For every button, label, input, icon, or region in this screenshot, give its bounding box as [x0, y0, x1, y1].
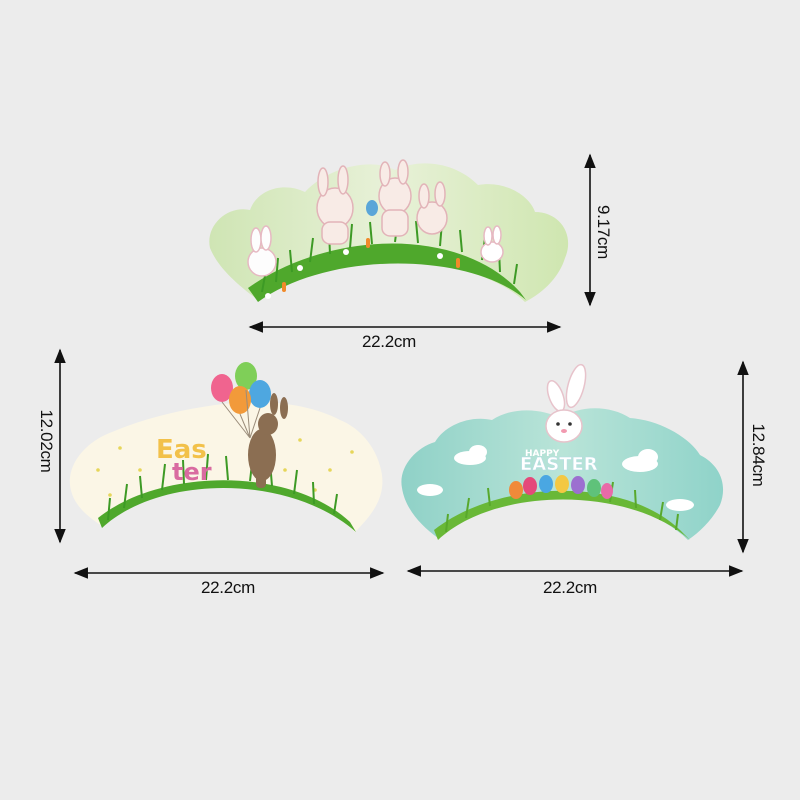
wrapper-2: Eas ter — [69, 362, 383, 532]
wrapper-3: HAPPY EASTER — [401, 363, 724, 540]
easter-eggs-3 — [509, 475, 613, 499]
easter-egg-1 — [366, 200, 378, 216]
easter-art-text: EASTER — [520, 454, 598, 475]
easter-art-text-line1: Eas — [156, 435, 207, 465]
balloons — [211, 362, 271, 439]
clouds-3 — [417, 445, 694, 511]
grass-band-2 — [98, 480, 356, 532]
rabbit-holding-balloons — [248, 393, 288, 488]
height-label-1: 9.17cm — [594, 205, 613, 259]
width-label-3: 22.2cm — [543, 578, 597, 597]
width-label-2: 22.2cm — [201, 578, 255, 597]
carrots-1 — [282, 238, 460, 292]
grass-band-1 — [248, 243, 526, 302]
wrapper-1 — [209, 159, 569, 302]
bunny-center-1 — [316, 165, 354, 245]
dimension-arrows — [54, 153, 749, 579]
bunny-left-1 — [247, 225, 277, 277]
bunny-center-2 — [378, 159, 412, 237]
width-label-1: 22.2cm — [362, 332, 416, 351]
easter-art-text-line2: ter — [172, 458, 212, 486]
bunny-head-3 — [545, 363, 587, 443]
height-label-3: 12.84cm — [749, 423, 768, 487]
confetti-2 — [96, 438, 354, 497]
flowers-1 — [265, 249, 443, 299]
grass-band-3 — [434, 490, 690, 540]
bunny-right-1 — [416, 181, 448, 235]
happy-art-text: HAPPY — [525, 449, 560, 459]
bunny-far-right-1 — [480, 225, 504, 263]
height-label-2: 12.02cm — [37, 409, 56, 473]
